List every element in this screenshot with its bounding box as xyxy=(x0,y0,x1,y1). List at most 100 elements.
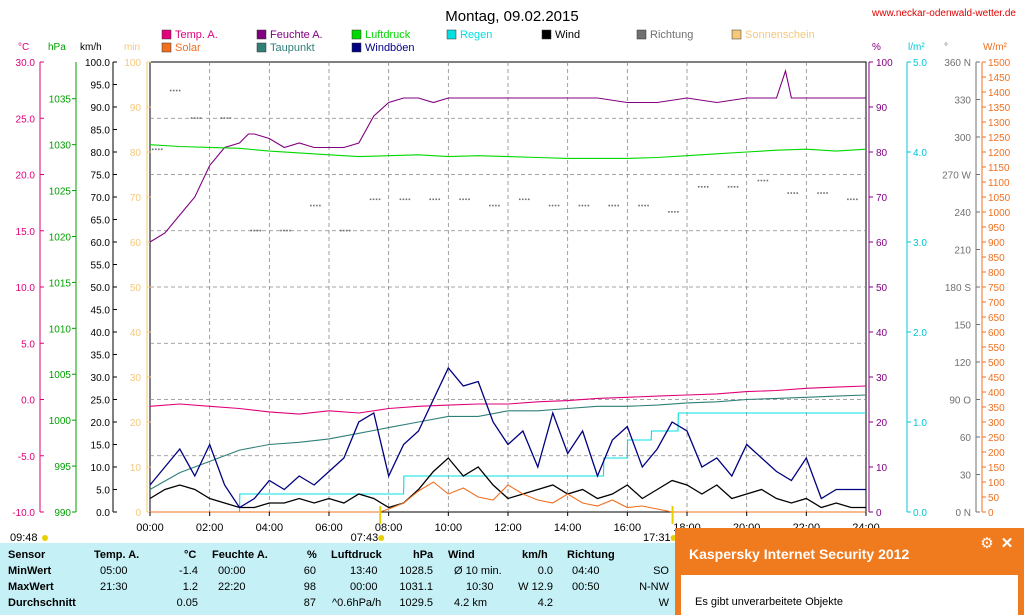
direction-point xyxy=(647,204,649,207)
sunshine-tick-label: 20 xyxy=(130,418,142,429)
wind-tick-label: 75.0 xyxy=(91,171,111,182)
sunshine-tick-label: 50 xyxy=(130,283,142,294)
pressure-tick-label: 995 xyxy=(54,462,71,473)
chart-title: Montag, 09.02.2015 xyxy=(445,8,578,25)
direction-point xyxy=(850,198,852,201)
direction-point xyxy=(557,204,560,207)
solar-tick-label: 1000 xyxy=(988,208,1011,219)
notification-message[interactable]: Es gibt unverarbeitete Objekte xyxy=(695,596,843,608)
temp-tick-label: 30.0 xyxy=(16,58,36,69)
direction-point xyxy=(462,198,464,201)
solar-tick-label: 400 xyxy=(988,388,1005,399)
avg-wind-distance: 4.2 km xyxy=(454,597,488,609)
direction-point xyxy=(677,211,679,213)
direction-point xyxy=(760,179,763,182)
direction-tick-label: 300 xyxy=(954,133,971,144)
direction-point xyxy=(826,192,828,194)
direction-point xyxy=(581,204,584,207)
wind-tick-label: 10.0 xyxy=(91,463,111,474)
direction-point xyxy=(853,198,855,201)
legend: Temp. A. Feuchte A. Luftdruck Regen Wind Rich… xyxy=(161,29,815,54)
solar-tick-label: 0 xyxy=(988,508,994,519)
solar-tick-label: 1050 xyxy=(988,193,1011,204)
direction-point xyxy=(157,148,160,151)
avg-direction: W xyxy=(658,597,669,609)
pressure-unit-label: hPa xyxy=(48,42,66,53)
direction-point xyxy=(638,204,640,207)
sunshine-tick-label: 80 xyxy=(130,148,142,159)
solar-tick-label: 300 xyxy=(988,418,1005,429)
wind-tick-label: 40.0 xyxy=(91,328,111,339)
direction-point xyxy=(671,211,673,213)
direction-point xyxy=(220,117,223,119)
x-tick-label: 08:00 xyxy=(375,522,403,534)
direction-point xyxy=(644,204,646,207)
direction-point xyxy=(733,186,736,188)
direction-point xyxy=(408,198,411,201)
direction-point xyxy=(259,229,262,232)
rain-tick-label: 1.0 xyxy=(913,418,927,429)
max-pressure: 1031.1 xyxy=(399,581,433,593)
solar-tick-label: 1350 xyxy=(988,103,1011,114)
direction-point xyxy=(766,179,769,182)
pressure-tick-label: 1020 xyxy=(49,232,72,243)
direction-point xyxy=(154,148,157,151)
legend-swatch xyxy=(541,29,552,40)
solar-tick-label: 350 xyxy=(988,403,1005,414)
max-wind-time: 10:30 xyxy=(466,581,494,593)
series-line-6 xyxy=(149,366,866,509)
header-sensor: Sensor xyxy=(8,549,46,561)
direction-point xyxy=(375,198,378,201)
close-icon[interactable]: ✕ xyxy=(1000,535,1014,552)
humidity-tick-label: 0 xyxy=(876,508,882,519)
avg-temp: 0.05 xyxy=(176,597,198,609)
x-tick-label: 00:00 xyxy=(136,522,164,534)
solar-tick-label: 1250 xyxy=(988,133,1011,144)
legend-label: Regen xyxy=(460,29,492,41)
axes: 30.0 25.0 20.0 15.0 10.0 5.0 0.0 -5.0 -10.0 1035 1… xyxy=(12,58,1010,519)
legend-swatch xyxy=(351,29,362,40)
solar-tick-label: 750 xyxy=(988,283,1005,294)
pressure-tick-label: 1035 xyxy=(49,95,72,106)
kaspersky-notification[interactable]: Kaspersky Internet Security 2012 ⚙ ✕ Es … xyxy=(675,528,1024,615)
direction-point xyxy=(727,186,730,188)
direction-point xyxy=(459,198,461,201)
direction-point xyxy=(703,186,706,188)
min-humidity: 60 xyxy=(303,565,316,577)
wind-tick-label: 70.0 xyxy=(91,193,111,204)
x-tick-label: 10:00 xyxy=(435,522,463,534)
direction-point xyxy=(611,204,614,207)
direction-tick-label: 30 xyxy=(960,471,972,482)
legend-label: Richtung xyxy=(650,29,693,41)
direction-point xyxy=(554,204,557,207)
rain-tick-label: 2.0 xyxy=(913,328,927,339)
direction-point xyxy=(817,192,819,194)
header-temp: Temp. A. xyxy=(94,549,140,561)
statistics-table: Sensor Temp. A. °C Feuchte A. % Luftdruc… xyxy=(0,543,675,615)
direction-point xyxy=(608,204,611,207)
notification-title: Kaspersky Internet Security 2012 xyxy=(689,546,910,562)
direction-point xyxy=(151,148,154,151)
direction-point xyxy=(196,117,199,119)
stats-average-row: Durchschnitt 0.05 87 ^0.6hPa/h 1029.5 4.… xyxy=(0,597,675,613)
header-humidity: Feuchte A. xyxy=(212,549,268,561)
website-label[interactable]: www.neckar-odenwald-wetter.de xyxy=(871,8,1016,19)
direction-point xyxy=(169,89,172,92)
wind-tick-label: 5.0 xyxy=(96,486,110,497)
plot-area xyxy=(149,68,867,513)
pressure-tick-label: 1010 xyxy=(49,324,72,335)
series-line-2 xyxy=(149,144,867,159)
solar-tick-label: 450 xyxy=(988,373,1005,384)
gear-icon[interactable]: ⚙ xyxy=(980,535,994,552)
direction-point xyxy=(697,186,700,188)
direction-point xyxy=(706,186,709,188)
max-direction-time: 00:50 xyxy=(572,581,600,593)
max-humidity: 98 xyxy=(303,581,316,593)
header-pressure: Luftdruck xyxy=(331,549,382,561)
pressure-tick-label: 990 xyxy=(54,508,71,519)
min-humidity-time: 00:00 xyxy=(218,565,246,577)
wind-tick-label: 30.0 xyxy=(91,373,111,384)
rain-tick-label: 0.0 xyxy=(913,508,927,519)
direction-point xyxy=(489,204,491,207)
solar-tick-label: 1100 xyxy=(988,178,1010,189)
